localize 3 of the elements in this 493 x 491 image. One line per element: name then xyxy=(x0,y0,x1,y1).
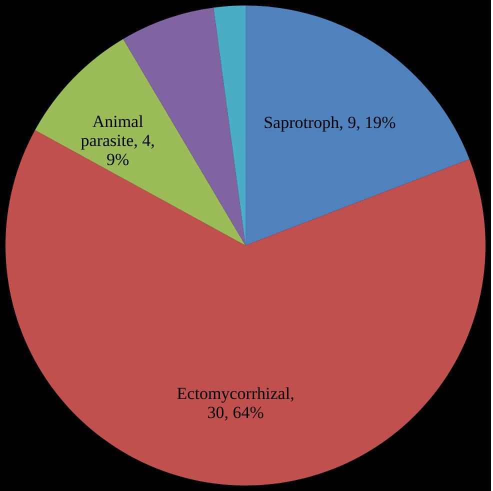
slice-label: Saprotroph, 9, 19% xyxy=(264,112,396,132)
slice-label: Animal parasite, 4, 9% xyxy=(80,112,155,170)
slice-label: Ectomycorrhizal, 30, 64% xyxy=(176,384,294,422)
